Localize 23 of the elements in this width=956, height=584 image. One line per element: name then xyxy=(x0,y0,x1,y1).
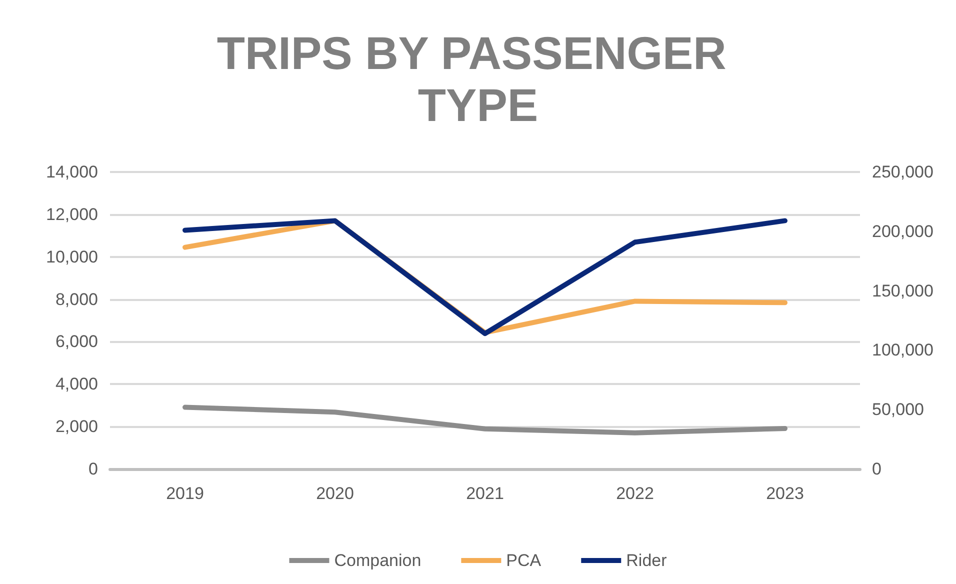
y2-tick-label: 150,000 xyxy=(872,281,934,300)
legend-label: Rider xyxy=(626,551,668,570)
x-tick-label: 2019 xyxy=(166,484,204,503)
x-tick-label: 2022 xyxy=(616,484,654,503)
x-tick-label: 2021 xyxy=(466,484,504,503)
y2-tick-label: 100,000 xyxy=(872,340,934,360)
y-tick-label: 10,000 xyxy=(46,247,98,266)
y2-tick-label: 50,000 xyxy=(872,400,924,420)
y-tick-label: 14,000 xyxy=(46,162,98,182)
x-tick-label: 2020 xyxy=(316,484,354,503)
y2-tick-label: 250,000 xyxy=(872,162,934,182)
legend-label: PCA xyxy=(506,551,542,570)
y2-tick-label: 0 xyxy=(872,460,882,478)
x-tick-label: 2023 xyxy=(766,484,804,503)
y-tick-label: 8,000 xyxy=(55,290,98,309)
y2-tick-label: 200,000 xyxy=(872,222,934,241)
y-tick-label: 6,000 xyxy=(55,332,98,352)
y-tick-label: 2,000 xyxy=(55,417,98,436)
y-tick-label: 12,000 xyxy=(46,204,98,224)
chart-title: TRIPS BY PASSENGER TYPE xyxy=(216,27,740,131)
legend-label: Companion xyxy=(334,551,422,570)
y-tick-label: 0 xyxy=(88,460,98,478)
y-tick-label: 4,000 xyxy=(55,374,98,394)
